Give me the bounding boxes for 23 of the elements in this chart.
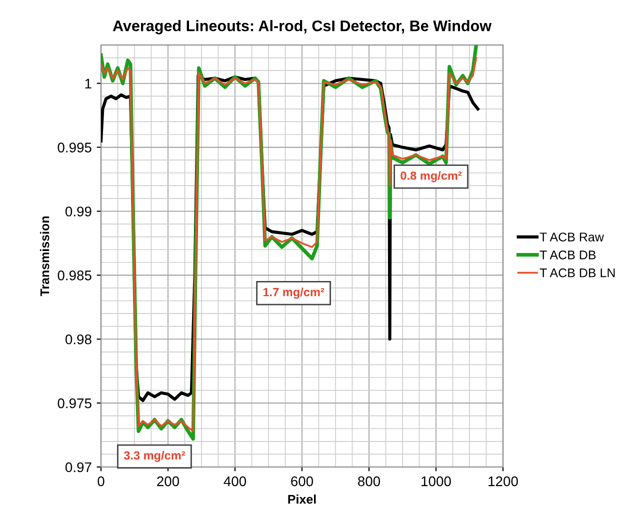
annotation: 0.8 mg/cm²: [400, 171, 462, 182]
annotation: 1.7 mg/cm²: [263, 288, 324, 299]
x-tick-label: 1200: [488, 476, 518, 486]
x-tick-label: 800: [358, 476, 380, 486]
annotation: 3.3 mg/cm²: [124, 450, 186, 462]
x-tick-label: 0: [98, 476, 104, 486]
y-tick-label: 0.97: [65, 462, 92, 472]
x-tick-label: 1000: [422, 476, 451, 486]
y-axis-title: Transmission: [40, 216, 50, 296]
legend-label: T ACB DB LN: [540, 268, 615, 278]
y-tick-label: 0.99: [65, 206, 92, 216]
y-tick-label: 1: [85, 78, 92, 88]
y-tick-label: 0.985: [58, 270, 92, 280]
x-tick-label: 200: [157, 476, 180, 486]
x-tick-label: 400: [224, 476, 246, 486]
chart-title: Averaged Lineouts: Al-rod, CsI Detector, Be Window: [112, 20, 492, 34]
x-axis-title: Pixel: [288, 494, 316, 504]
y-tick-label: 0.98: [65, 334, 92, 344]
y-tick-label: 0.975: [58, 398, 92, 408]
legend-label: T ACB Raw: [540, 232, 604, 242]
y-tick-label: 0.995: [58, 142, 92, 152]
legend-label: T ACB DB: [540, 250, 596, 260]
x-tick-label: 600: [291, 476, 314, 486]
